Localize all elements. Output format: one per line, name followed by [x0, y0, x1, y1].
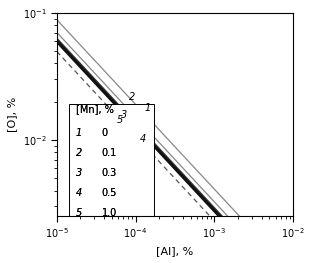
X-axis label: [Al], %: [Al], % [156, 246, 193, 256]
Text: 3: 3 [76, 168, 82, 178]
Text: 1.0: 1.0 [102, 208, 117, 218]
Text: 5: 5 [76, 208, 82, 218]
Text: 4: 4 [76, 188, 82, 198]
Text: 0.5: 0.5 [102, 188, 117, 198]
Text: 4: 4 [76, 188, 82, 198]
Text: 1.0: 1.0 [102, 208, 117, 218]
Text: 2: 2 [129, 92, 135, 102]
Text: [Mn], %: [Mn], % [76, 104, 114, 114]
Text: [Mn], %: [Mn], % [76, 104, 114, 114]
Text: 0.3: 0.3 [102, 168, 117, 178]
Text: 1: 1 [76, 128, 82, 138]
Text: 4: 4 [140, 134, 147, 144]
Text: 3: 3 [76, 168, 82, 178]
Y-axis label: [O], %: [O], % [7, 97, 17, 132]
Text: 0.3: 0.3 [102, 168, 117, 178]
Text: 0: 0 [102, 128, 108, 138]
Text: 2: 2 [76, 148, 82, 158]
Text: 0.1: 0.1 [102, 148, 117, 158]
Text: 5: 5 [76, 208, 82, 218]
Text: 2: 2 [76, 148, 82, 158]
Text: 1: 1 [144, 103, 150, 113]
Text: 0.1: 0.1 [102, 148, 117, 158]
Text: 3: 3 [121, 110, 127, 120]
Text: 5: 5 [117, 115, 123, 125]
Text: 0.5: 0.5 [102, 188, 117, 198]
Text: 0: 0 [102, 128, 108, 138]
Text: 1: 1 [76, 128, 82, 138]
